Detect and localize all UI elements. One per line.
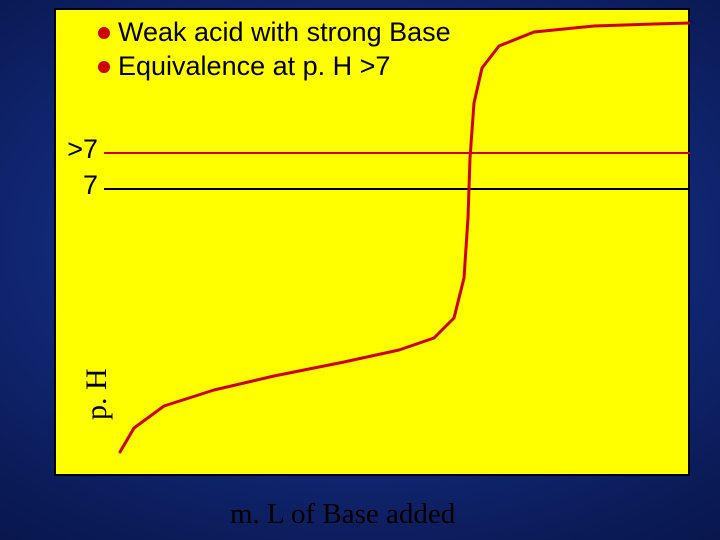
titration-curve [54, 8, 690, 476]
slide-root: Weak acid with strong BaseEquivalence at… [0, 0, 720, 540]
x-axis-label: m. L of Base added [230, 498, 455, 531]
titration-curve-path [120, 23, 690, 452]
titration-curve-svg [54, 8, 690, 476]
